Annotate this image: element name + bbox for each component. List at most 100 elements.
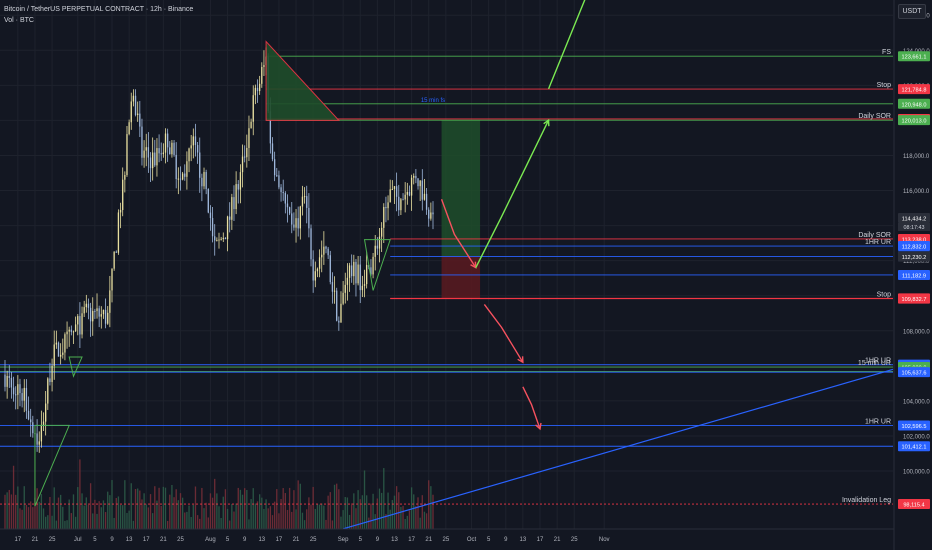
volume-bar xyxy=(269,506,272,529)
volume-bar xyxy=(348,514,351,529)
x-tick-label: 5 xyxy=(93,537,97,543)
volume-bar xyxy=(301,512,304,529)
candle-body xyxy=(162,152,165,155)
candle-body xyxy=(423,193,426,200)
candle-body xyxy=(44,403,47,422)
volume-bar xyxy=(98,501,100,529)
currency-button[interactable]: USDT xyxy=(898,4,926,19)
x-tick-label: 25 xyxy=(310,537,317,543)
price-tag xyxy=(898,269,930,280)
price-tag-text: 113,238.0 xyxy=(902,237,926,243)
volume-bar xyxy=(92,513,94,529)
volume-bar xyxy=(325,519,327,529)
volume-bar xyxy=(147,507,150,529)
volume-bar xyxy=(70,513,73,529)
candle-body xyxy=(246,147,248,158)
level-label: Invalidation Leg xyxy=(842,497,891,504)
candle-body xyxy=(229,216,231,220)
volume-bar xyxy=(346,497,349,529)
candle-body xyxy=(32,422,34,434)
candle-body xyxy=(199,152,201,178)
volume-bar xyxy=(280,499,282,529)
candle-body xyxy=(149,157,152,169)
volume-bar xyxy=(239,489,242,529)
volume-bar xyxy=(134,488,137,529)
candle-body xyxy=(273,159,276,176)
wedge-triangle xyxy=(265,40,340,121)
price-tag-text: 101,412.1 xyxy=(902,445,927,451)
volume-bar xyxy=(42,508,45,529)
price-tag xyxy=(898,441,930,452)
volume-bar xyxy=(100,507,102,529)
volume-bar xyxy=(380,492,383,529)
volume-bar xyxy=(96,513,98,529)
volume-bar xyxy=(250,499,252,529)
time-axis[interactable]: 17 21 25 Jul 5 9 13 17 21 25 Aug 5 9 13 17 21 25 Sep 5 9 13 1… xyxy=(0,528,894,543)
volume-bar xyxy=(338,489,340,529)
candle-body xyxy=(387,202,389,209)
volume-bar xyxy=(220,517,222,529)
price-axis[interactable]: 100,000.0102,000.0104,000.0106,000.0108,… xyxy=(893,0,930,550)
volume-bar xyxy=(357,490,359,529)
candle-body xyxy=(329,255,331,283)
candle-body xyxy=(139,113,141,127)
volume-bar xyxy=(400,506,402,529)
volume-bar xyxy=(229,520,231,529)
countdown-tag xyxy=(898,222,930,231)
candle-body xyxy=(258,83,261,92)
volume-bar xyxy=(117,496,120,529)
candle-body xyxy=(130,101,132,123)
volume-bar xyxy=(222,496,224,529)
candle-body xyxy=(40,425,43,442)
volume-bar xyxy=(241,494,244,529)
level-label: FS xyxy=(882,49,891,56)
volume-bar xyxy=(318,504,321,529)
volume-bar xyxy=(383,468,385,529)
x-tick-label: Jul xyxy=(74,537,82,543)
volume-bar xyxy=(246,489,248,529)
candle-body xyxy=(233,197,235,210)
volume-bar xyxy=(160,505,162,529)
candle-body xyxy=(132,95,135,102)
price-tag xyxy=(898,115,930,126)
candle-body xyxy=(128,122,130,135)
volume-bar xyxy=(308,497,310,529)
volume-bar xyxy=(235,503,237,529)
candle-body xyxy=(17,384,19,395)
x-tick-label: 21 xyxy=(554,537,561,543)
volume-bar xyxy=(184,512,186,529)
candle-body xyxy=(72,331,75,333)
candle-body xyxy=(348,265,351,278)
candle-body xyxy=(55,342,58,345)
volume-bar xyxy=(23,486,25,529)
candle-body xyxy=(124,174,126,180)
y-tick-label: 108,000.0 xyxy=(903,329,930,335)
volume-bar xyxy=(226,508,229,529)
candle-body xyxy=(391,188,394,190)
price-tag-text: 105,637.6 xyxy=(902,371,927,377)
x-tick-label: 25 xyxy=(49,537,56,543)
volume-bar xyxy=(59,494,62,529)
volume-bar xyxy=(17,486,19,529)
candle-body xyxy=(179,178,182,180)
candle-body xyxy=(224,237,227,240)
volume-bar xyxy=(421,495,423,529)
x-tick-label: 21 xyxy=(425,537,432,543)
candle-body xyxy=(297,218,299,229)
candle-body xyxy=(231,197,233,220)
x-tick-label: 9 xyxy=(243,537,247,543)
candle-body xyxy=(203,172,205,187)
candle-body xyxy=(235,184,237,210)
volume-bar xyxy=(385,514,387,529)
volume-bar xyxy=(297,480,299,529)
volume-bar xyxy=(77,487,79,529)
candle-body xyxy=(269,111,272,144)
candle-body xyxy=(254,87,257,96)
volume-bar xyxy=(44,516,47,529)
candle-body xyxy=(410,177,413,196)
volume-bar xyxy=(252,488,254,529)
candle-body xyxy=(421,180,423,200)
volume-bar xyxy=(109,495,111,529)
volume-bar xyxy=(423,511,426,529)
